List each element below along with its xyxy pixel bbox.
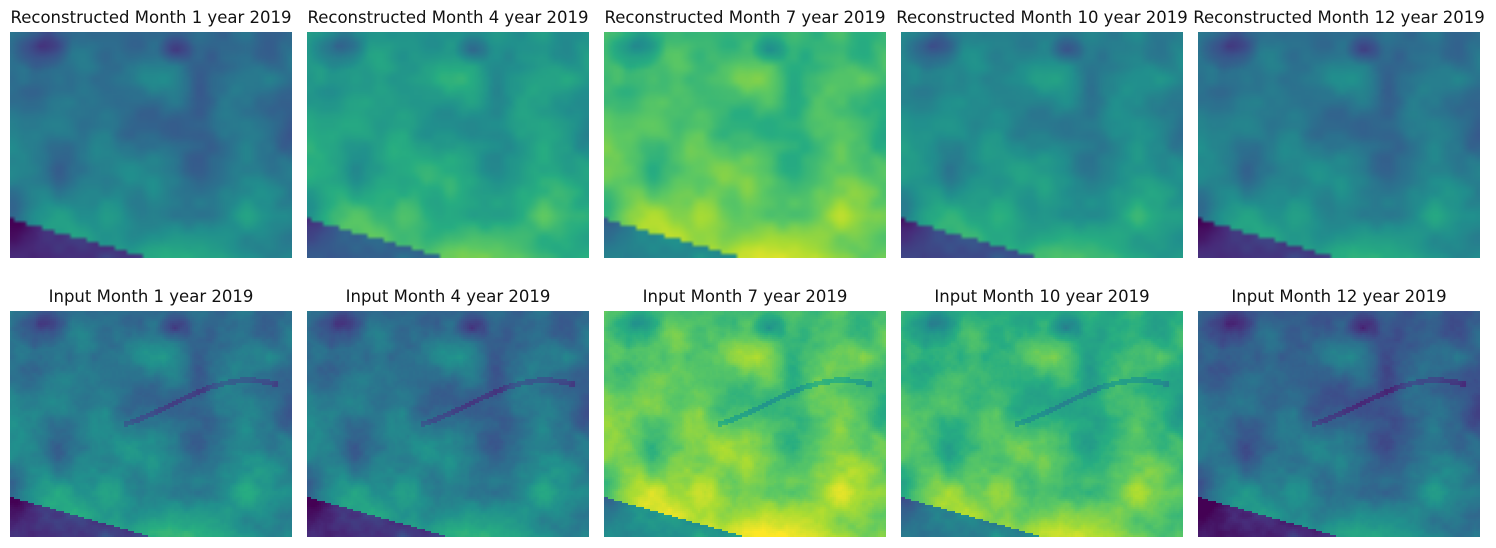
heatmap-image [307,311,589,537]
panel-title: Reconstructed Month 1 year 2019 [10,8,292,27]
heatmap-image [1198,311,1480,537]
panel-input-month-12: Input Month 12 year 2019 [1198,287,1480,537]
heatmap-image [307,32,589,258]
panel-input-month-7: Input Month 7 year 2019 [604,287,886,537]
heatmap-image [901,311,1183,537]
panel-reconstructed-month-12: Reconstructed Month 12 year 2019 [1193,8,1485,258]
panel-title: Input Month 4 year 2019 [345,287,551,306]
heatmap-image [901,32,1183,258]
panel-title: Input Month 1 year 2019 [48,287,254,306]
panel-input-month-1: Input Month 1 year 2019 [10,287,292,537]
heatmap-image [10,311,292,537]
heatmap-image [604,32,886,258]
panel-title: Input Month 10 year 2019 [934,287,1150,306]
heatmap-image [1198,32,1480,258]
panel-reconstructed-month-7: Reconstructed Month 7 year 2019 [604,8,886,258]
heatmap-image [604,311,886,537]
panel-input-month-10: Input Month 10 year 2019 [901,287,1183,537]
panel-reconstructed-month-10: Reconstructed Month 10 year 2019 [896,8,1188,258]
panel-input-month-4: Input Month 4 year 2019 [307,287,589,537]
heatmap-image [10,32,292,258]
panel-reconstructed-month-1: Reconstructed Month 1 year 2019 [10,8,292,258]
panel-title: Reconstructed Month 4 year 2019 [307,8,589,27]
panel-title: Reconstructed Month 12 year 2019 [1193,8,1485,27]
panel-title: Reconstructed Month 7 year 2019 [604,8,886,27]
panel-title: Input Month 7 year 2019 [642,287,848,306]
panel-title: Reconstructed Month 10 year 2019 [896,8,1188,27]
panel-title: Input Month 12 year 2019 [1231,287,1447,306]
panel-reconstructed-month-4: Reconstructed Month 4 year 2019 [307,8,589,258]
